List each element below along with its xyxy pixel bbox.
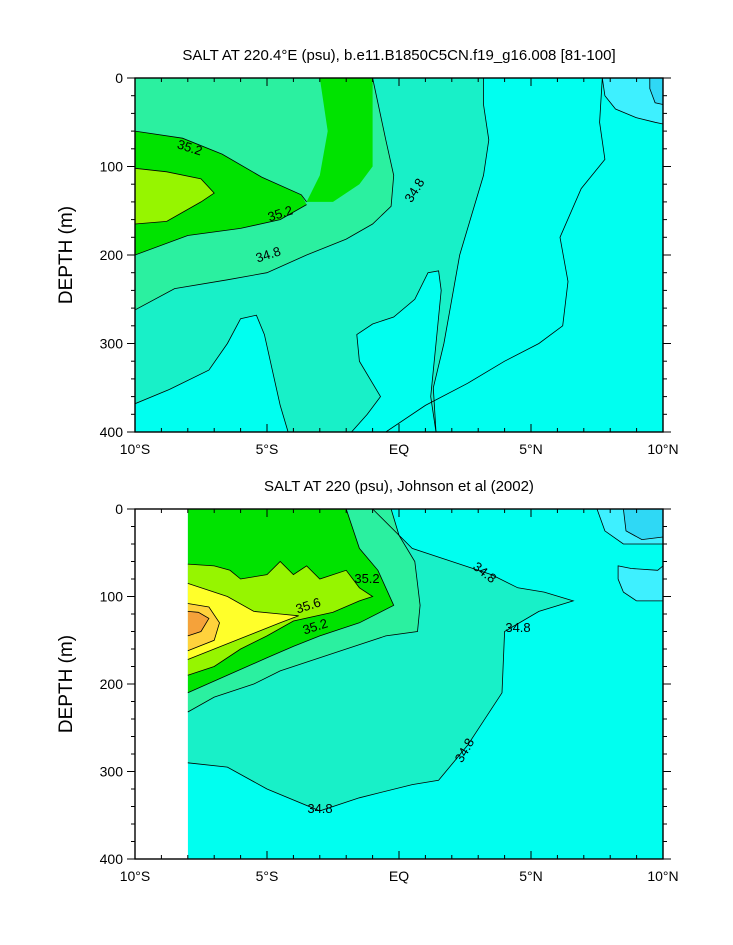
contour-label-text: 35.2 (266, 202, 295, 224)
plot-area: 35.235.234.834.8 (135, 78, 663, 432)
panel-2: 35.2 34.835.635.2 34.834.834.810°S 5°S EQ 5°N… (56, 478, 679, 884)
contour-line-10 (617, 565, 663, 602)
y-tick-label: 100 (100, 589, 124, 605)
contour-label-text: 34.8 (254, 243, 283, 265)
y-tick-label: 0 (115, 70, 123, 86)
fill-region-s34_6-7 (649, 78, 663, 105)
contour-line-10 (649, 78, 663, 105)
contour-label-2: 35.2 (266, 202, 295, 224)
fill-region-s34_7-11 (618, 565, 663, 601)
x-tick-label: 5°S (256, 441, 279, 457)
y-tick-label: 200 (100, 247, 124, 263)
panel-title: SALT AT 220 (psu), Johnson et al (2002) (264, 478, 534, 495)
fill-region-s35_4-9 (135, 131, 307, 255)
y-axis-label: DEPTH (m) (56, 206, 77, 304)
contour-label-1: 35.2 (175, 136, 204, 158)
x-tick-label: 5°N (519, 868, 543, 884)
y-tick-label: 300 (100, 336, 124, 352)
y-tick-label: 200 (100, 676, 124, 692)
contour-line-5 (187, 583, 299, 660)
contour-line-7 (135, 130, 307, 203)
fill-region-s34_6-10 (623, 509, 663, 540)
plot-area: 35.2 34.835.635.2 34.834.834.8 (135, 509, 663, 859)
contour-line-3 (432, 78, 490, 432)
contour-label-text: 34.8 (505, 620, 530, 635)
y-tick-label: 400 (100, 851, 124, 867)
x-tick-label: EQ (389, 868, 409, 884)
contour-line-5 (135, 78, 395, 311)
fill-region-s34_8-3 (351, 270, 442, 432)
contour-label-3: 35.6 (294, 594, 323, 616)
x-tick-label: 10°N (647, 868, 678, 884)
contour-label-1: 35.2 (354, 571, 379, 586)
contour-label-text: 34.8 (307, 801, 332, 816)
contour-line-2 (351, 270, 442, 432)
y-tick-label: 0 (115, 501, 123, 517)
fill-region-s34_8-4 (433, 78, 663, 432)
contour-line-6 (135, 204, 307, 256)
contour-label-text: 35.2 (354, 571, 379, 586)
contour-line-8 (135, 167, 215, 225)
fill-region-s35_8-6 (187, 583, 299, 660)
fill-region-s35_4-10 (135, 78, 373, 202)
y-tick-label: 100 (100, 159, 124, 175)
contour-label-text: 35.6 (294, 594, 323, 616)
y-tick-label: 300 (100, 764, 124, 780)
panel-title: SALT AT 220.4°E (psu), b.e11.B1850C5CN.f… (182, 47, 615, 64)
contour-line-1 (187, 509, 575, 812)
contour-label-6: 34.8 (307, 801, 332, 816)
contour-line-4 (385, 78, 606, 432)
contour-line-7 (187, 611, 210, 637)
contour-label-5: 34.8 (505, 620, 530, 635)
x-tick-label: 5°S (256, 868, 279, 884)
fill-region-s34_8-2 (135, 315, 289, 432)
contour-line-3 (187, 509, 395, 694)
y-axis-label: DEPTH (m) (56, 635, 77, 733)
contour-line-9 (601, 78, 663, 125)
x-tick-label: 5°N (519, 441, 543, 457)
contour-line-8 (596, 509, 663, 545)
contour-line-4 (187, 560, 374, 676)
fill-region-blank-12 (135, 509, 188, 859)
contour-label-3: 34.8 (254, 243, 283, 265)
panel-1: 35.235.234.834.810°S 5°S EQ 5°N 10°N01002003… (56, 47, 679, 457)
fill-region-s35_6-11 (135, 168, 215, 224)
x-tick-label: 10°S (120, 441, 151, 457)
contour-line-6 (187, 603, 220, 652)
contour-line-1 (135, 314, 289, 432)
fill-region-s34_7-6 (602, 78, 663, 124)
contour-line-9 (623, 509, 663, 541)
y-tick-label: 400 (100, 424, 124, 440)
contour-label-4: 35.2 (301, 615, 330, 637)
contour-label-text: 35.2 (175, 136, 204, 158)
x-tick-label: 10°N (647, 441, 678, 457)
x-tick-label: EQ (389, 441, 409, 457)
contour-line-2 (187, 509, 421, 713)
contour-label-text: 35.2 (301, 615, 330, 637)
x-tick-label: 10°S (120, 868, 151, 884)
fill-region-s36_2-8 (187, 611, 209, 636)
